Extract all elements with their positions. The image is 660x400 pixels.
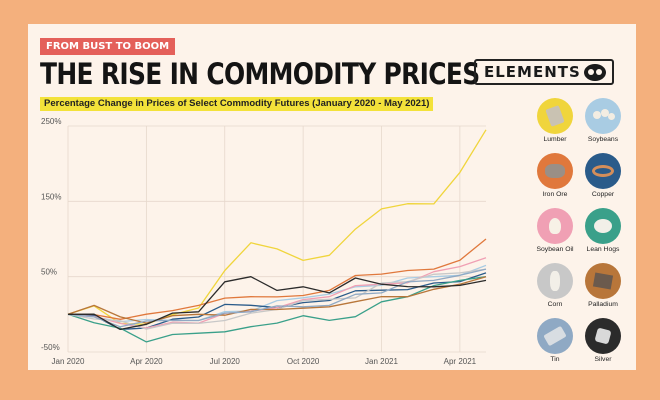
chart-grid [67,125,486,353]
series-line-silver [67,276,487,331]
legend-item-iron-ore: Iron Ore [532,153,578,198]
lumber-icon [537,98,573,134]
legend-item-silver: Silver [580,318,626,363]
x-tick-label: Jan 2021 [365,357,398,366]
chart-title: THE RISE IN COMMODITY PRICES [40,57,480,91]
legend-label: Lumber [543,136,567,143]
series-line-soybeans [67,264,487,323]
elements-logo: ELEMENTS [474,59,614,85]
legend-label: Corn [547,301,563,308]
tin-icon [537,318,573,354]
y-tick-label: 150% [41,192,61,201]
goggles-icon [584,63,606,81]
legend-label: Palladium [588,301,618,308]
logo-text: ELEMENTS [484,63,581,81]
soybean-oil-icon [537,208,573,244]
line-chart: 250% 150% 50% -50% Jan 2020 Apr 2020 Jul 2020… [41,117,487,366]
y-tick-label: -50% [41,343,60,352]
corn-icon [537,263,573,299]
series-line-lumber [67,129,487,325]
series-line-tin [67,268,487,328]
legend-item-lean-hogs: Lean Hogs [580,208,626,253]
header-badge: FROM BUST TO BOOM [40,38,176,55]
series-line-corn [67,268,487,330]
legend-label: Lean Hogs [586,246,620,253]
x-tick-label: Oct 2020 [287,357,320,366]
series-line-lean-hogs [67,276,487,343]
silver-icon [585,318,621,354]
legend-label: Silver [594,356,612,363]
legend-label: Soybean Oil [536,246,574,253]
copper-icon [585,153,621,189]
legend-item-copper: Copper [580,153,626,198]
series-line-iron-ore [67,238,487,320]
chart-subtitle: Percentage Change in Prices of Select Co… [40,97,434,111]
legend-label: Tin [550,356,560,363]
x-tick-label: Jul 2020 [210,357,241,366]
legend-label: Iron Ore [542,191,568,198]
iron-ore-icon [537,153,573,189]
palladium-icon [585,263,621,299]
legend-item-soybean-oil: Soybean Oil [532,208,578,253]
x-tick-label: Apr 2021 [444,357,477,366]
legend-item-corn: Corn [532,263,578,308]
legend-label: Copper [591,191,615,198]
x-tick-label: Apr 2020 [130,357,163,366]
legend-item-palladium: Palladium [580,263,626,308]
chart-series [67,129,487,343]
series-line-palladium [67,276,487,324]
soybeans-icon [585,98,621,134]
legend-item-lumber: Lumber [532,98,578,143]
lean-hogs-icon [585,208,621,244]
legend-item-tin: Tin [532,318,578,363]
y-tick-label: 250% [41,117,61,126]
infographic-card: FROM BUST TO BOOM THE RISE IN COMMODITY … [28,24,636,370]
legend-item-soybeans: Soybeans [580,98,626,143]
legend-label: Soybeans [587,136,619,143]
x-tick-label: Jan 2020 [52,357,85,366]
x-axis-ticks: Jan 2020 Apr 2020 Jul 2020 Oct 2020 Jan 2021… [52,357,477,366]
y-axis-ticks: 250% 150% 50% -50% [41,117,61,352]
y-tick-label: 50% [41,268,57,277]
